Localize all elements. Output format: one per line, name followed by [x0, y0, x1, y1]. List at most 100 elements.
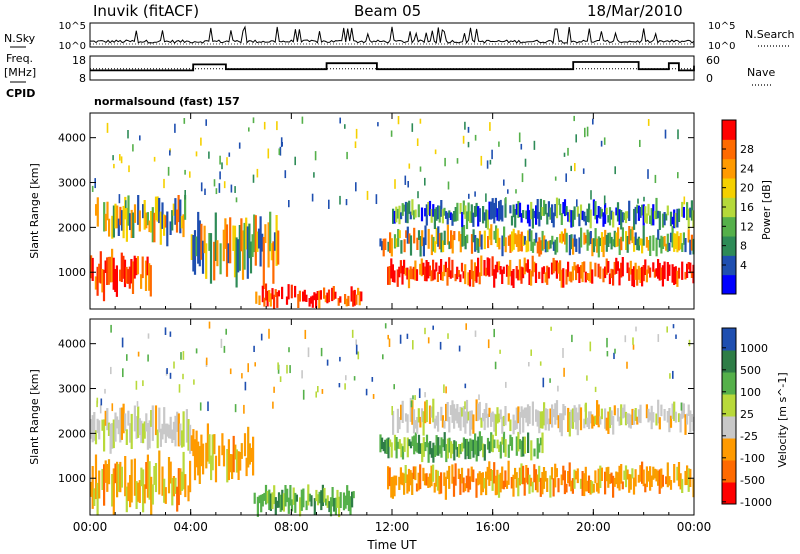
data-cell [122, 255, 125, 279]
data-cell [658, 211, 661, 230]
data-cell [278, 148, 281, 155]
data-cell [354, 141, 357, 149]
data-cell [135, 481, 138, 509]
data-cell [435, 227, 438, 245]
data-cell [177, 413, 180, 447]
data-cell [223, 181, 226, 189]
data-cell [480, 417, 483, 428]
data-cell [184, 194, 187, 220]
data-cell [647, 240, 650, 251]
data-cell [600, 408, 603, 420]
data-cell [666, 205, 669, 216]
data-cell [396, 269, 399, 287]
data-cell [365, 388, 368, 396]
data-cell [254, 362, 256, 367]
data-cell [551, 404, 554, 428]
data-cell [666, 462, 669, 488]
data-cell [636, 416, 639, 425]
data-cell [422, 411, 425, 436]
data-cell [111, 403, 114, 412]
data-cell [403, 259, 406, 275]
data-cell [465, 211, 469, 230]
data-cell [565, 483, 568, 493]
data-cell [528, 228, 531, 242]
data-cell [599, 416, 602, 425]
data-cell [470, 466, 473, 482]
colorbar-swatch [722, 372, 736, 395]
data-cell [554, 260, 557, 272]
data-cell [133, 458, 136, 496]
data-cell [117, 464, 120, 492]
data-cell [602, 212, 605, 227]
data-cell [409, 211, 412, 220]
data-cell [528, 210, 531, 227]
data-cell [204, 188, 206, 196]
data-cell [604, 266, 607, 279]
data-cell [485, 267, 488, 277]
data-cell [573, 262, 576, 271]
data-cell [626, 262, 629, 274]
data-cell [687, 262, 690, 270]
data-cell [584, 127, 586, 138]
data-cell [271, 288, 274, 300]
data-cell [355, 344, 358, 355]
data-cell [169, 416, 172, 439]
data-cell [169, 372, 172, 379]
data-cell [652, 466, 655, 480]
data-cell [527, 230, 530, 252]
colorbar-swatch [722, 178, 736, 198]
data-cell [644, 259, 647, 275]
data-cell [136, 256, 139, 275]
data-cell [480, 472, 483, 496]
data-cell [626, 413, 629, 424]
data-cell [612, 475, 615, 498]
data-cell [400, 212, 403, 220]
data-cell [213, 179, 216, 187]
data-cell [167, 424, 171, 439]
data-cell [453, 404, 456, 429]
data-cell [409, 441, 413, 449]
colorbar-tick-label: 500 [740, 364, 761, 377]
data-cell [271, 492, 274, 510]
data-cell [127, 410, 130, 426]
data-cell [104, 213, 107, 232]
data-cell [597, 404, 600, 428]
data-cell [517, 230, 520, 252]
colorbar-tick-label: 25 [740, 408, 754, 421]
data-cell [615, 471, 618, 485]
data-cell [428, 265, 431, 277]
data-cell [536, 438, 539, 459]
data-cell [469, 410, 472, 436]
data-cell [456, 202, 459, 221]
data-cell [466, 438, 469, 457]
data-cell [252, 436, 255, 476]
data-cell [90, 419, 93, 439]
data-cell [583, 418, 586, 429]
data-cell [475, 266, 478, 283]
data-cell [205, 119, 207, 126]
data-cell [144, 260, 148, 291]
data-cell [229, 217, 232, 264]
data-cell [273, 232, 277, 251]
data-cell [533, 210, 536, 219]
data-cell [393, 384, 395, 390]
data-cell [509, 419, 512, 432]
colorbar-tick-label: 28 [740, 143, 754, 156]
data-cell [427, 262, 430, 279]
data-cell [153, 156, 156, 162]
data-cell [448, 257, 451, 277]
data-cell [428, 473, 431, 488]
data-cell [613, 261, 616, 275]
data-cell [443, 420, 446, 429]
data-cell [241, 230, 245, 280]
data-cell [259, 216, 262, 267]
colorbar-swatch [722, 460, 736, 483]
data-cell [600, 140, 603, 147]
data-cell [404, 201, 408, 223]
data-cell [612, 211, 615, 228]
data-cell [109, 256, 112, 283]
data-cell [435, 415, 438, 426]
data-cell [443, 384, 445, 393]
data-cell [247, 363, 249, 373]
